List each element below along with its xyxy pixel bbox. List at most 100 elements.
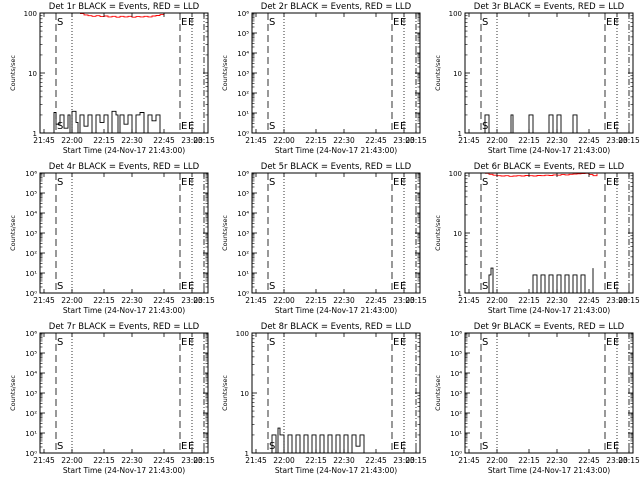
marker-label-top-S: S — [269, 337, 275, 348]
x-tick-label: 23:00 — [606, 456, 628, 465]
marker-label-bottom-E: E — [606, 281, 612, 292]
marker-label-top-E: E — [181, 177, 187, 188]
x-tick-label: 23:00 — [181, 296, 203, 305]
y-tick-label: 10⁵ — [450, 350, 462, 358]
marker-label-top-E2: E — [400, 337, 406, 348]
x-tick-label: 21:45 — [458, 456, 480, 465]
x-axis-label: Start Time (24-Nov-17 21:43:00) — [488, 306, 610, 315]
x-axis-label: Start Time (24-Nov-17 21:43:00) — [275, 306, 397, 315]
x-tick-label: 22:15 — [518, 456, 540, 465]
x-tick-label: 22:45 — [153, 456, 175, 465]
series-lld — [80, 13, 165, 18]
x-axis-label: Start Time (24-Nov-17 21:43:00) — [275, 146, 397, 155]
x-tick-label: 22:15 — [305, 456, 327, 465]
y-tick-label: 10⁰ — [25, 450, 37, 458]
x-tick-label: 23:15 — [193, 136, 215, 145]
marker-label-bottom-E2: E — [613, 121, 619, 132]
x-tick-label: 22:15 — [518, 296, 540, 305]
panel-3: Det 3r BLACK = Events, RED = LLD Start Ti… — [434, 2, 640, 155]
y-tick-label: 10³ — [237, 70, 249, 78]
x-tick-label: 22:15 — [305, 136, 327, 145]
y-tick-label: 1 — [458, 130, 462, 138]
x-tick-label: 23:00 — [606, 296, 628, 305]
marker-label-bottom-E: E — [181, 441, 187, 452]
x-tick-label: 23:00 — [181, 136, 203, 145]
y-tick-label: 10¹ — [450, 430, 462, 438]
x-tick-label: 22:30 — [121, 456, 143, 465]
y-tick-label: 10⁴ — [25, 370, 37, 378]
marker-label-top-S: S — [482, 17, 488, 28]
x-tick-label: 23:00 — [393, 456, 415, 465]
panel-title: Det 8r BLACK = Events, RED = LLD — [261, 322, 412, 332]
y-tick-label: 10⁶ — [237, 170, 249, 178]
x-tick-label: 22:30 — [121, 136, 143, 145]
marker-label-bottom-S: S — [269, 281, 275, 292]
marker-label-top-E2: E — [188, 17, 194, 28]
x-tick-label: 23:15 — [618, 456, 640, 465]
x-tick-label: 22:30 — [546, 456, 568, 465]
x-axis-label: Start Time (24-Nov-17 21:43:00) — [488, 146, 610, 155]
x-tick-label: 22:00 — [486, 456, 508, 465]
x-tick-label: 22:30 — [333, 296, 355, 305]
marker-label-bottom-E: E — [181, 121, 187, 132]
y-tick-label: 10⁶ — [450, 330, 462, 338]
y-tick-label: 10 — [453, 230, 462, 238]
marker-label-top-S: S — [482, 177, 488, 188]
y-tick-label: 10 — [28, 70, 37, 78]
marker-label-top-E2: E — [613, 177, 619, 188]
plot-frame — [39, 332, 209, 454]
y-tick-label: 1 — [33, 130, 37, 138]
x-tick-label: 22:30 — [333, 136, 355, 145]
marker-label-bottom-E: E — [393, 441, 399, 452]
y-tick-label: 10 — [453, 70, 462, 78]
marker-label-bottom-S: S — [57, 281, 63, 292]
y-tick-label: 10⁰ — [450, 450, 462, 458]
y-tick-label: 10⁶ — [25, 330, 37, 338]
marker-label-top-E: E — [393, 177, 399, 188]
x-tick-label: 22:30 — [333, 456, 355, 465]
x-axis-label: Start Time (24-Nov-17 21:43:00) — [63, 146, 185, 155]
y-tick-label: 10⁵ — [237, 30, 249, 38]
panel-title: Det 4r BLACK = Events, RED = LLD — [49, 162, 200, 172]
y-tick-label: 10⁰ — [237, 130, 249, 138]
marker-label-bottom-E2: E — [613, 441, 619, 452]
panel-2: Det 2r BLACK = Events, RED = LLD Start Ti… — [221, 2, 427, 155]
marker-label-top-E2: E — [188, 177, 194, 188]
marker-label-top-E: E — [393, 337, 399, 348]
x-tick-label: 23:15 — [193, 296, 215, 305]
y-tick-label: 10¹ — [25, 270, 37, 278]
x-tick-label: 23:00 — [606, 136, 628, 145]
x-tick-label: 23:15 — [193, 456, 215, 465]
x-tick-label: 23:15 — [405, 456, 427, 465]
marker-label-top-S: S — [269, 17, 275, 28]
y-tick-label: 10⁰ — [25, 290, 37, 298]
marker-label-top-E: E — [606, 177, 612, 188]
marker-label-top-E: E — [606, 337, 612, 348]
x-tick-label: 21:45 — [33, 456, 55, 465]
x-tick-label: 22:45 — [578, 136, 600, 145]
marker-label-top-E: E — [606, 17, 612, 28]
y-tick-label: 10³ — [25, 390, 37, 398]
y-axis-label: Counts/sec — [9, 375, 17, 411]
y-tick-label: 10 — [240, 390, 249, 398]
panel-title: Det 3r BLACK = Events, RED = LLD — [474, 2, 625, 12]
x-tick-label: 22:45 — [153, 296, 175, 305]
x-tick-label: 22:00 — [61, 296, 83, 305]
x-tick-label: 22:45 — [365, 136, 387, 145]
marker-label-bottom-E2: E — [400, 441, 406, 452]
marker-label-bottom-E: E — [606, 441, 612, 452]
marker-label-bottom-E2: E — [188, 121, 194, 132]
y-tick-label: 10⁶ — [25, 170, 37, 178]
x-tick-label: 21:45 — [458, 296, 480, 305]
marker-label-bottom-S: S — [269, 121, 275, 132]
x-tick-label: 22:45 — [365, 456, 387, 465]
marker-label-bottom-S: S — [269, 441, 275, 452]
y-tick-label: 10³ — [25, 230, 37, 238]
y-tick-label: 10⁴ — [237, 210, 249, 218]
x-tick-label: 22:00 — [273, 456, 295, 465]
panel-title: Det 7r BLACK = Events, RED = LLD — [49, 322, 200, 332]
x-tick-label: 22:45 — [578, 296, 600, 305]
panel-4: Det 4r BLACK = Events, RED = LLD Start Ti… — [9, 162, 215, 315]
x-tick-label: 22:00 — [273, 296, 295, 305]
x-axis-label: Start Time (24-Nov-17 21:43:00) — [63, 306, 185, 315]
